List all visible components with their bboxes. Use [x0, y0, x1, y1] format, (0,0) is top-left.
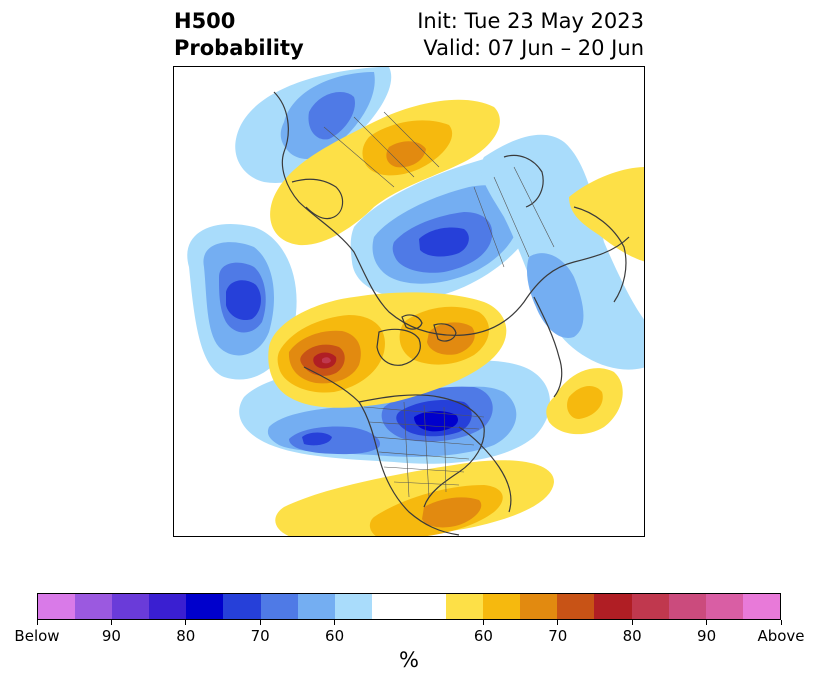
colorbar-tick-label: 60: [325, 627, 345, 645]
coastlines-line: [458, 426, 512, 513]
below-area-europe-80: [308, 92, 355, 140]
colorbar-tickmark: [482, 620, 484, 625]
colorbar-segment: [371, 594, 409, 619]
colorbar-tickmark: [334, 620, 336, 625]
political-borders-line: [368, 421, 480, 430]
colorbar-segment: [594, 594, 632, 619]
political-borders: [323, 111, 555, 498]
title-type: Probability: [174, 36, 304, 60]
colorbar-tick-label: Below: [14, 627, 60, 645]
colorbar-segment: [446, 594, 484, 619]
political-borders-line: [443, 406, 447, 493]
colorbar-tick-label: 70: [250, 627, 270, 645]
coastlines-line: [376, 328, 421, 366]
political-borders-line: [473, 186, 505, 268]
coastlines-line: [573, 206, 627, 303]
coastlines-line: [533, 296, 563, 398]
colorbar-segment: [297, 594, 335, 619]
below-area-atlantic-90: [226, 280, 261, 321]
valid-range: Valid: 07 Jun – 20 Jun: [423, 36, 644, 60]
colorbar-segment: [334, 594, 372, 619]
above-area-atlantic-70: [567, 385, 603, 419]
colorbar-segment: [742, 594, 780, 619]
coastlines-line: [358, 394, 485, 508]
above-area-gulf-80: [422, 497, 482, 528]
probability-map: [173, 66, 645, 537]
init-date: Init: Tue 23 May 2023: [417, 9, 644, 33]
colorbar-tickmark: [36, 620, 38, 625]
colorbar-tick-label: 80: [176, 627, 196, 645]
colorbar-segment: [408, 594, 447, 619]
political-borders-line: [378, 451, 470, 460]
map-canvas: [174, 67, 644, 536]
colorbar-segment: [223, 594, 261, 619]
political-borders-line: [403, 401, 410, 498]
below-area-asia-70: [526, 253, 584, 338]
political-borders-line: [353, 116, 415, 178]
political-borders-line: [363, 406, 485, 418]
political-borders-line: [493, 176, 530, 258]
colorbar-tick-label: 60: [473, 627, 493, 645]
political-borders-line: [393, 481, 460, 486]
colorbar-tickmark: [185, 620, 187, 625]
colorbar-segment: [557, 594, 595, 619]
colorbar-tick-label: 90: [101, 627, 121, 645]
map-title: H500 Probability: [174, 8, 304, 62]
colorbar-tickmark: [110, 620, 112, 625]
colorbar-tick-label: 90: [697, 627, 717, 645]
colorbar-tick-label: 70: [548, 627, 568, 645]
above-normal-areas: [268, 99, 644, 536]
colorbar-tickmark: [780, 620, 782, 625]
colorbar-segment: [668, 594, 706, 619]
map-dates: Init: Tue 23 May 2023 Valid: 07 Jun – 20…: [417, 8, 644, 62]
colorbar-segment: [260, 594, 298, 619]
colorbar-segment: [520, 594, 558, 619]
political-borders-line: [513, 166, 555, 248]
colorbar-tickmark: [631, 620, 633, 625]
colorbar: [37, 593, 781, 620]
below-area-arctic-90: [419, 227, 469, 257]
coastlines-line: [433, 323, 457, 342]
title-variable: H500: [174, 9, 236, 33]
below-normal-areas: [187, 67, 644, 464]
colorbar-segment: [112, 594, 150, 619]
above-area-russia-80: [386, 141, 426, 168]
colorbar-segment: [705, 594, 743, 619]
political-borders-line: [383, 111, 440, 168]
colorbar-segment: [149, 594, 187, 619]
political-borders-line: [373, 436, 475, 446]
coastlines-line: [503, 154, 544, 208]
above-area-canada-core: [322, 357, 331, 364]
colorbar-segment: [75, 594, 113, 619]
coastlines: [273, 91, 630, 536]
coastlines-line: [273, 91, 630, 336]
colorbar-segment: [38, 594, 76, 619]
coastlines-line: [303, 366, 460, 536]
colorbar-unit: %: [399, 648, 419, 672]
colorbar-segment: [186, 594, 224, 619]
colorbar-segment: [483, 594, 521, 619]
colorbar-tick-label: Above: [757, 627, 805, 645]
political-borders-line: [323, 126, 395, 188]
political-borders-line: [423, 404, 430, 498]
colorbar-tickmark: [706, 620, 708, 625]
colorbar-tickmark: [259, 620, 261, 625]
below-area-asia-60: [480, 134, 644, 370]
coastlines-line: [291, 178, 344, 220]
colorbar-tick-label: 80: [622, 627, 642, 645]
coastlines-line: [401, 314, 423, 330]
above-area-arctic-east-80: [427, 322, 475, 355]
colorbar-tickmark: [557, 620, 559, 625]
above-area-asia-east: [569, 167, 644, 262]
below-area-pacific-90: [302, 432, 332, 446]
political-borders-line: [383, 466, 465, 473]
colorbar-segment: [631, 594, 669, 619]
